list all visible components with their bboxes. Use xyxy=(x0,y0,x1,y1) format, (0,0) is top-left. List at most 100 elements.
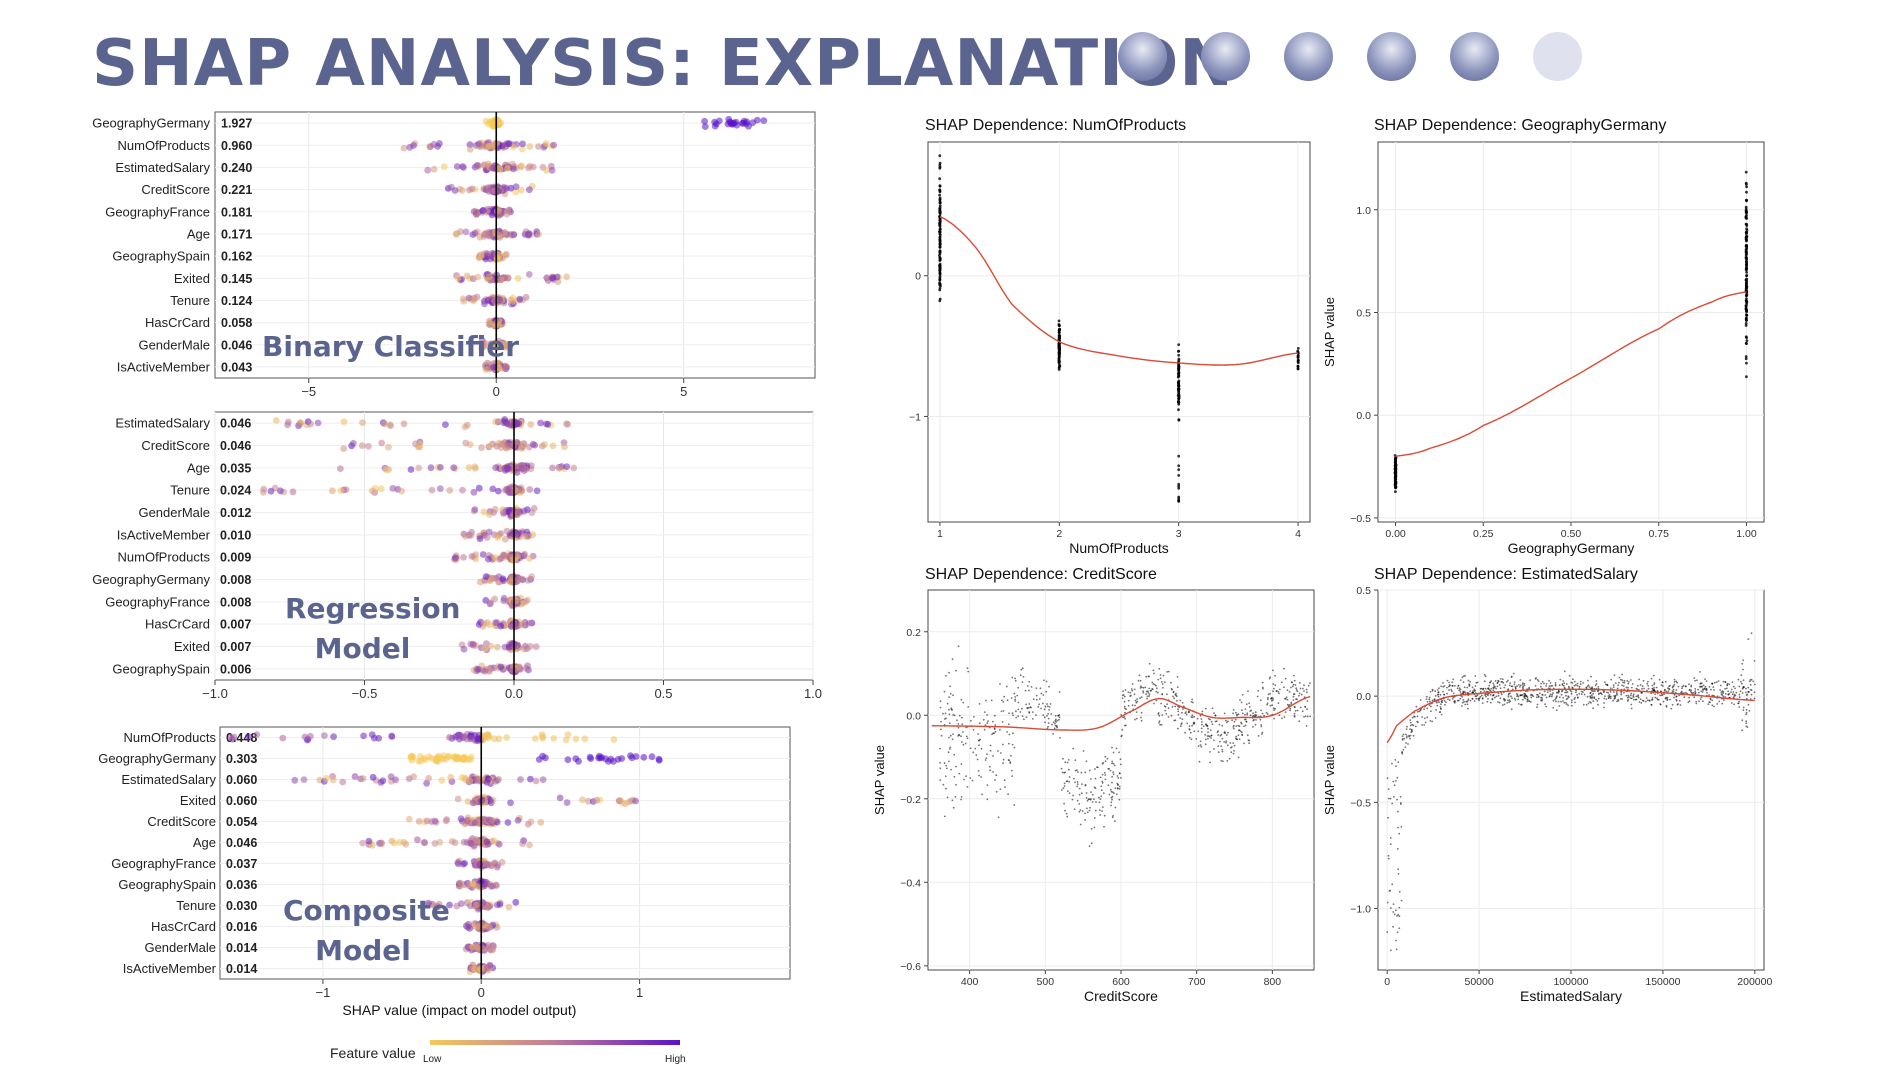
data-point xyxy=(1429,690,1432,693)
data-point xyxy=(1147,691,1150,694)
data-point xyxy=(1398,890,1401,893)
shap-point xyxy=(526,841,533,849)
data-point xyxy=(1162,686,1164,689)
feature-label: Tenure xyxy=(170,293,210,308)
data-point xyxy=(1234,737,1237,740)
data-point xyxy=(1211,707,1214,710)
data-point xyxy=(1104,760,1107,762)
data-point xyxy=(1179,717,1182,719)
data-point xyxy=(1285,696,1288,699)
data-point xyxy=(1123,705,1126,708)
shap-point xyxy=(474,665,482,673)
data-point xyxy=(1181,718,1184,721)
data-point xyxy=(1226,760,1229,762)
data-point xyxy=(938,243,942,246)
data-point xyxy=(1123,700,1126,703)
data-point xyxy=(1491,698,1494,700)
data-point xyxy=(1123,716,1126,718)
data-point xyxy=(995,774,998,777)
data-point xyxy=(1400,899,1403,902)
data-point xyxy=(1284,677,1287,680)
data-point xyxy=(1508,701,1511,704)
data-point xyxy=(1086,807,1088,810)
data-point xyxy=(945,674,947,677)
data-point xyxy=(1155,687,1158,690)
data-point xyxy=(1103,814,1106,817)
data-point xyxy=(1131,683,1134,685)
data-point xyxy=(1153,683,1156,686)
y-tick-label: 0.0 xyxy=(1356,410,1371,422)
data-point xyxy=(1167,670,1170,673)
shap-point xyxy=(503,420,511,428)
data-point xyxy=(1283,716,1286,718)
data-point xyxy=(1010,697,1013,699)
data-point xyxy=(1020,668,1023,671)
mean-abs-value: 0.006 xyxy=(220,662,251,676)
shap-point xyxy=(539,442,546,450)
data-point xyxy=(1558,696,1561,699)
data-point xyxy=(1507,694,1510,696)
mean-abs-value: 0.171 xyxy=(221,227,252,241)
data-point xyxy=(1028,680,1031,683)
shap-point xyxy=(359,839,366,847)
data-point xyxy=(1060,789,1063,791)
data-point xyxy=(969,777,972,779)
data-point xyxy=(1421,724,1423,726)
shap-point xyxy=(390,839,398,847)
feature-label: EstimatedSalary xyxy=(115,160,210,175)
shap-point xyxy=(471,506,479,513)
shap-point xyxy=(563,463,571,470)
data-point xyxy=(1028,689,1030,692)
shap-point xyxy=(423,817,431,825)
shap-point xyxy=(512,509,519,517)
data-point xyxy=(1617,698,1620,701)
data-point xyxy=(949,685,951,688)
data-point xyxy=(1111,795,1114,798)
data-point xyxy=(1296,354,1300,358)
data-point xyxy=(1573,698,1576,701)
data-point xyxy=(1292,699,1295,701)
data-point xyxy=(1207,727,1209,730)
shap-point xyxy=(489,164,496,172)
data-point xyxy=(1280,681,1283,684)
data-point xyxy=(1411,716,1414,719)
data-point xyxy=(1076,785,1078,788)
data-point xyxy=(1078,803,1081,805)
shap-point xyxy=(479,551,487,558)
data-point xyxy=(1122,690,1124,693)
data-point xyxy=(1448,685,1450,688)
data-point xyxy=(938,228,942,231)
data-point xyxy=(1200,731,1203,733)
shap-point xyxy=(520,645,528,653)
data-point xyxy=(1140,685,1142,688)
shap-point xyxy=(227,734,235,741)
data-point xyxy=(1081,783,1083,785)
data-point xyxy=(1502,681,1505,684)
data-point xyxy=(1078,793,1081,796)
data-point xyxy=(1540,685,1542,688)
shap-point xyxy=(524,231,532,239)
shap-point xyxy=(711,118,718,126)
shap-point xyxy=(446,487,454,494)
shap-point xyxy=(740,117,748,125)
data-point xyxy=(1457,685,1459,687)
data-point xyxy=(1237,713,1240,716)
data-point xyxy=(1223,712,1226,715)
data-point xyxy=(938,286,942,290)
data-point xyxy=(1043,679,1045,682)
data-point xyxy=(1161,714,1164,716)
data-point xyxy=(1204,733,1206,736)
data-point xyxy=(1529,679,1531,682)
data-point xyxy=(1225,721,1228,724)
data-point xyxy=(1744,304,1748,308)
data-point xyxy=(1176,394,1180,398)
feature-label: Age xyxy=(193,835,216,850)
data-point xyxy=(1007,723,1010,726)
data-point xyxy=(1124,711,1126,714)
data-point xyxy=(953,753,956,756)
data-point xyxy=(1579,683,1582,686)
data-point xyxy=(1488,684,1491,687)
data-point xyxy=(938,204,942,208)
data-point xyxy=(1267,696,1269,699)
